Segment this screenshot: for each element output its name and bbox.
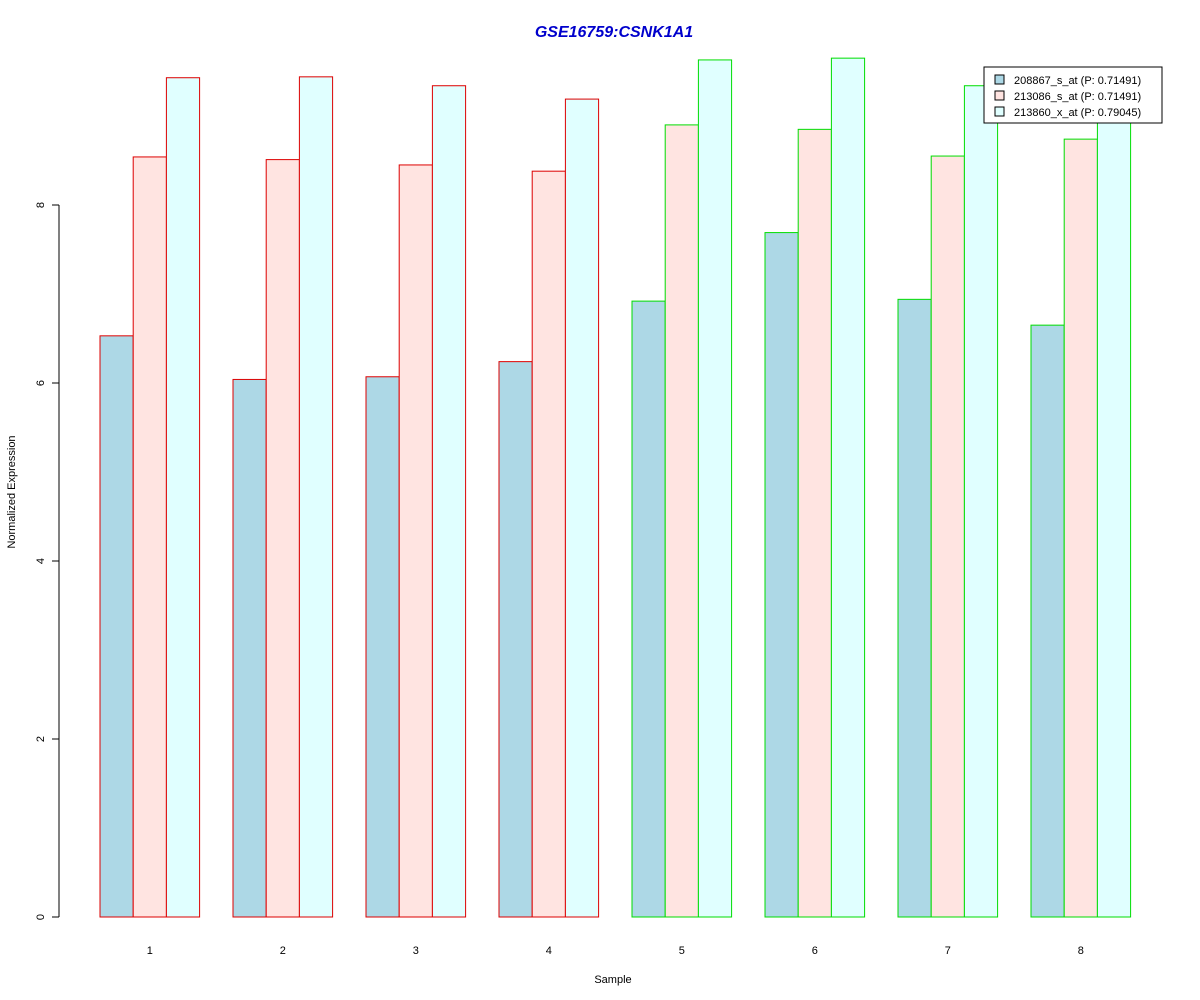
bar-sample-3-series-1 [365, 376, 400, 918]
bar-sample-4-series-3 [564, 98, 600, 918]
y-tick-label: 8 [35, 202, 47, 208]
bar-sample-3-series-2 [398, 164, 433, 918]
y-tick-label: 4 [35, 558, 47, 564]
x-tick-label: 3 [413, 945, 419, 957]
bar-sample-1-series-1 [99, 335, 134, 918]
bar-sample-7-series-1 [897, 298, 932, 918]
legend-entry-label: 213086_s_at (P: 0.71491) [1014, 91, 1141, 103]
bar-sample-2-series-3 [298, 76, 334, 918]
x-axis-label: Sample [594, 974, 631, 986]
bar-sample-6-series-1 [764, 232, 799, 918]
legend-box [983, 66, 1163, 124]
y-tick-label: 2 [35, 736, 47, 742]
legend-swatch [994, 90, 1005, 101]
bar-sample-3-series-3 [431, 85, 467, 918]
x-tick-label: 2 [280, 945, 286, 957]
legend-entry-label: 213860_x_at (P: 0.79045) [1014, 107, 1141, 119]
x-tick-label: 1 [147, 945, 153, 957]
x-tick-label: 4 [546, 945, 552, 957]
legend-swatch [994, 106, 1005, 117]
x-tick-label: 5 [679, 945, 685, 957]
y-axis-label: Normalized Expression [6, 435, 18, 548]
bar-sample-1-series-3 [165, 77, 201, 918]
bar-sample-4-series-1 [498, 361, 533, 918]
bar-sample-8-series-3 [1096, 111, 1132, 918]
bar-sample-8-series-1 [1030, 324, 1065, 918]
y-tick-label: 0 [35, 914, 47, 920]
bar-sample-2-series-1 [232, 378, 267, 918]
bar-sample-5-series-2 [664, 124, 699, 918]
bar-sample-2-series-2 [265, 159, 300, 918]
x-tick-labels: 1 2 3 4 5 6 7 8 [147, 945, 1084, 957]
bar-sample-6-series-3 [830, 57, 866, 918]
bar-sample-5-series-1 [631, 300, 666, 918]
x-tick-label: 6 [812, 945, 818, 957]
chart-title: GSE16759:CSNK1A1 [535, 24, 693, 41]
legend: 208867_s_at (P: 0.71491) 213086_s_at (P: … [983, 66, 1163, 124]
x-tick-label: 7 [945, 945, 951, 957]
bar-sample-8-series-2 [1063, 138, 1098, 918]
bar-sample-7-series-2 [930, 155, 965, 918]
legend-swatch [994, 74, 1005, 85]
bar-sample-7-series-3 [963, 85, 999, 918]
y-tick-label: 6 [35, 380, 47, 386]
bars-group [99, 57, 1132, 918]
bar-sample-4-series-2 [531, 170, 566, 918]
y-axis: 0 2 4 6 8 [35, 202, 60, 920]
legend-entry-label: 208867_s_at (P: 0.71491) [1014, 75, 1141, 87]
bar-sample-1-series-2 [132, 156, 167, 918]
bar-sample-5-series-3 [697, 59, 733, 918]
x-tick-label: 8 [1078, 945, 1084, 957]
bar-sample-6-series-2 [797, 128, 832, 918]
